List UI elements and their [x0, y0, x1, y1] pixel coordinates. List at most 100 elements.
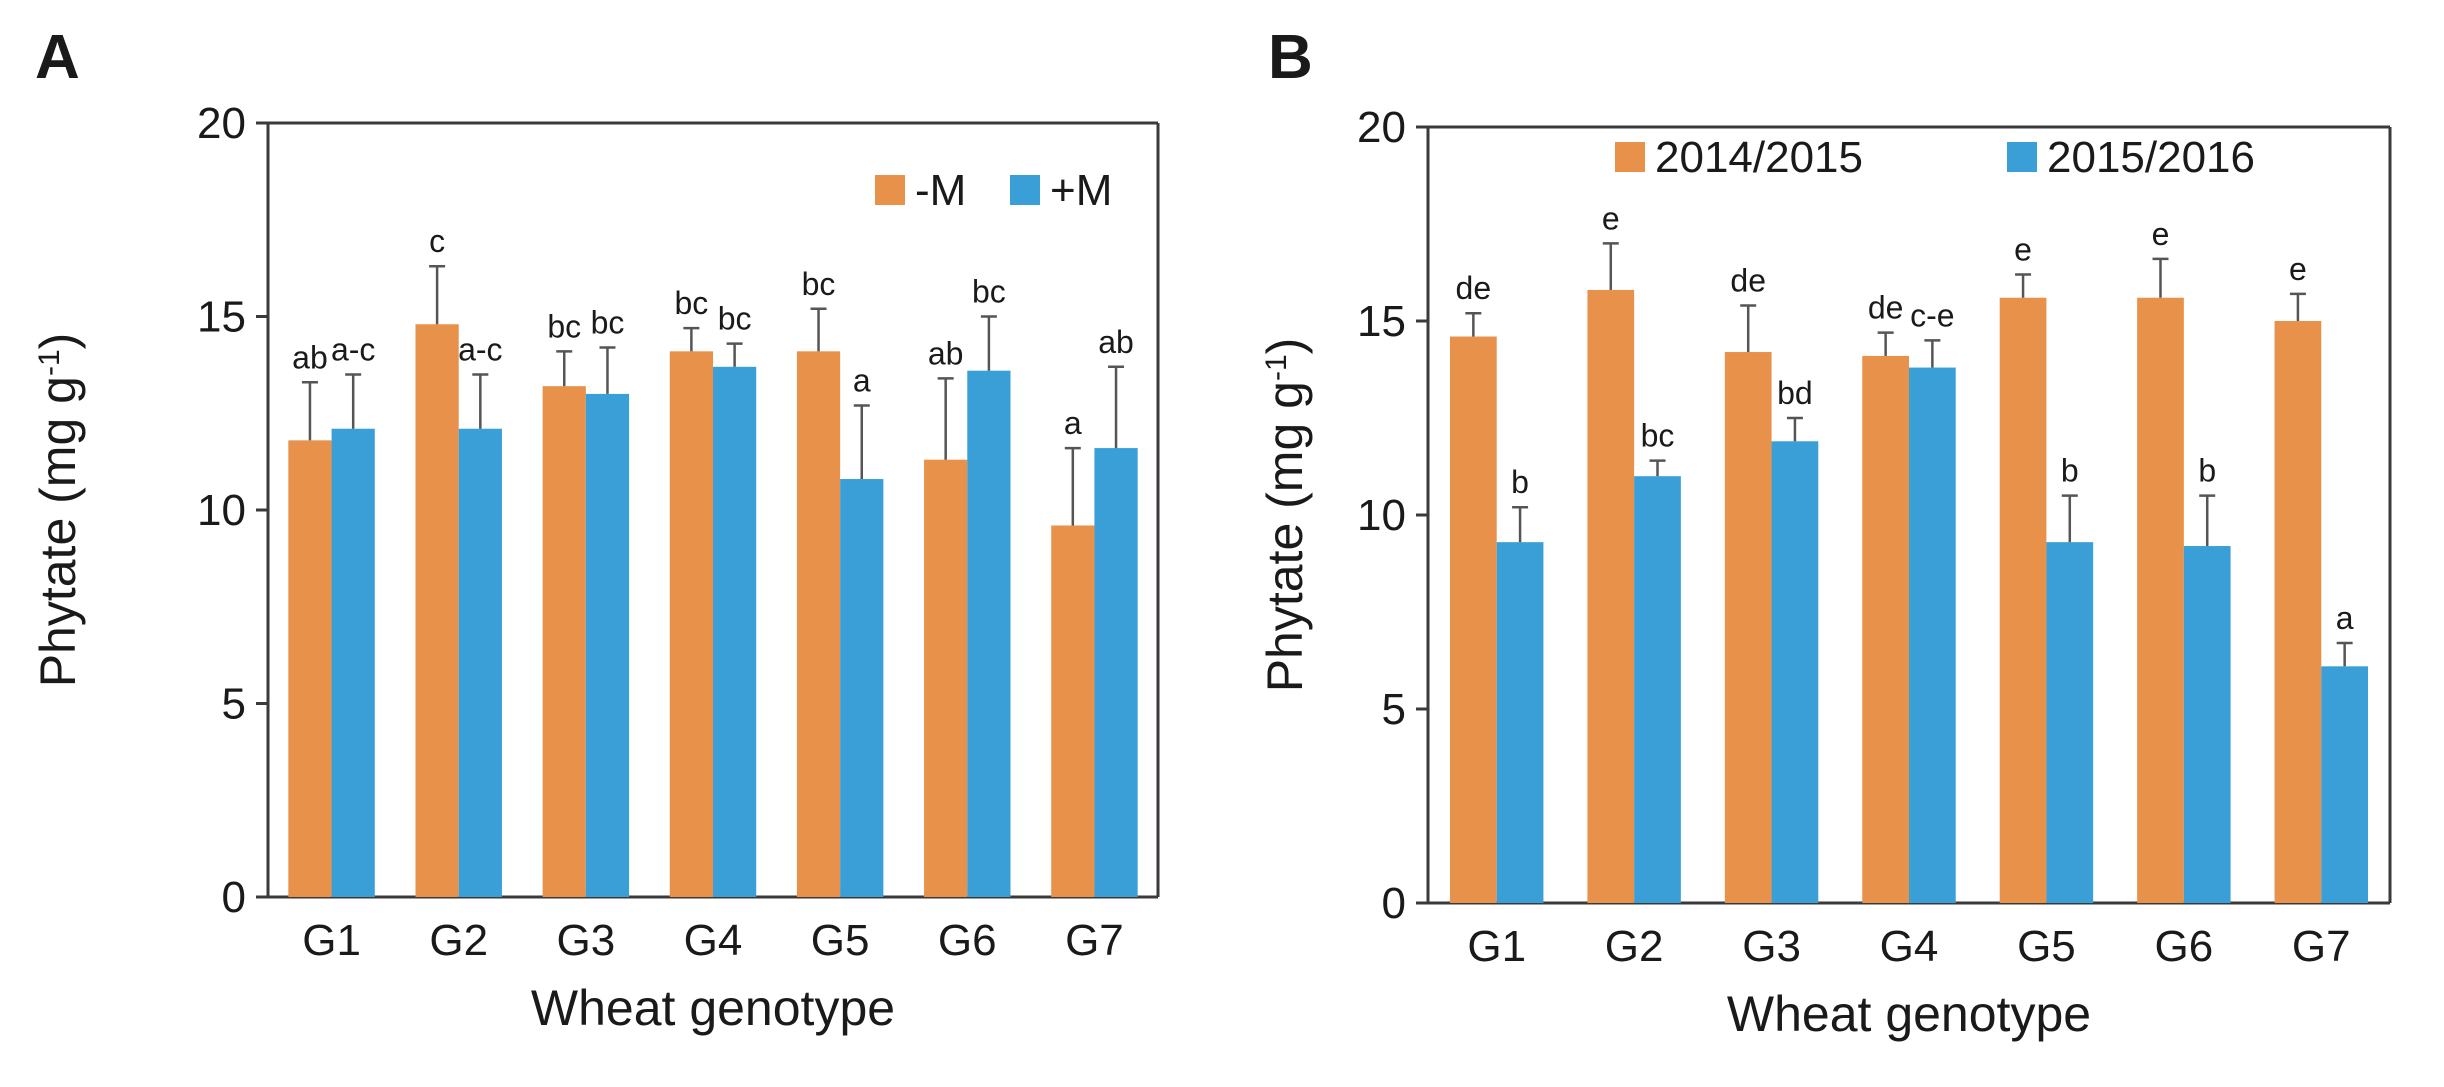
- bar-a-s1-g7: [1051, 525, 1095, 897]
- significance-label: a: [853, 363, 871, 399]
- significance-label: e: [1602, 200, 1620, 236]
- y-axis-title: Phytate (mg g-1): [1257, 338, 1313, 693]
- x-axis-title: Wheat genotype: [531, 980, 895, 1036]
- y-tick-label: 0: [1382, 879, 1406, 928]
- bar-a-s2-g3: [585, 393, 630, 897]
- significance-label: bc: [718, 301, 752, 337]
- y-axis-title-main: Phytate (mg g: [1257, 381, 1313, 692]
- bar-a-s1-g4: [669, 351, 713, 898]
- significance-label: ab: [292, 339, 328, 375]
- y-tick-label: 5: [1382, 685, 1406, 734]
- bar-b-s1-g4: [1862, 355, 1909, 903]
- significance-label: bc: [674, 285, 708, 321]
- bar-a-s2-g5: [840, 479, 884, 897]
- significance-label: e: [2152, 216, 2170, 252]
- x-tick-label: G4: [684, 916, 743, 965]
- bar-b-s1-g1: [1449, 336, 1497, 903]
- bar-b-s2-g6: [2183, 546, 2231, 903]
- legend-swatch: [2007, 142, 2037, 172]
- bar-a-s2-g6: [967, 370, 1011, 897]
- x-tick-label: G4: [1880, 922, 1939, 971]
- significance-label: de: [1868, 290, 1904, 326]
- y-axis-title-end: ): [30, 333, 86, 350]
- x-tick-label: G6: [938, 916, 997, 965]
- panel-label: B: [1268, 23, 1313, 92]
- y-tick-label: 20: [1357, 103, 1406, 152]
- significance-label: b: [1511, 464, 1529, 500]
- significance-label: c-e: [1910, 297, 1954, 333]
- x-tick-label: G3: [557, 916, 616, 965]
- bar-a-s1-g6: [924, 459, 968, 897]
- y-axis-title: Phytate (mg g-1): [30, 333, 86, 688]
- significance-label: a-c: [331, 332, 375, 368]
- significance-label: a-c: [458, 332, 502, 368]
- legend-label: 2014/2015: [1655, 133, 1863, 182]
- significance-label: c: [429, 223, 445, 259]
- significance-label: bc: [802, 266, 836, 302]
- bar-a-s1-g5: [796, 351, 841, 898]
- y-axis-title-superscript: -1: [33, 349, 66, 376]
- chart-panel-b: B 0 5 10 15 20 Phytate (mg g-1) G1 de b G2 e bc G3 de b…: [1257, 23, 2392, 1042]
- significance-label: bc: [591, 304, 625, 340]
- x-tick-label: G5: [811, 916, 870, 965]
- bar-b-s2-g3: [1771, 441, 1819, 903]
- significance-label: a: [2336, 600, 2354, 636]
- y-tick-label: 5: [222, 680, 246, 729]
- significance-label: ab: [1098, 324, 1134, 360]
- bar-a-s1-g1: [288, 440, 332, 897]
- significance-label: de: [1730, 262, 1766, 298]
- significance-label: e: [2289, 251, 2307, 287]
- legend-label: 2015/2016: [2047, 133, 2255, 182]
- y-tick-label: 10: [197, 486, 246, 535]
- x-tick-label: G2: [1605, 922, 1664, 971]
- y-tick-label: 20: [197, 99, 246, 148]
- significance-label: de: [1456, 270, 1492, 306]
- legend-label: +M: [1050, 166, 1112, 215]
- bar-a-s1-g2: [415, 324, 459, 897]
- bar-a-s1-g3: [542, 386, 586, 897]
- significance-label: bd: [1777, 375, 1813, 411]
- x-tick-label: G7: [2292, 922, 2351, 971]
- bar-b-s2-g5: [2046, 542, 2094, 903]
- legend-swatch: [1615, 142, 1645, 172]
- y-tick-label: 15: [197, 293, 246, 342]
- x-tick-label: G5: [2017, 922, 2076, 971]
- bar-a-s2-g4: [713, 366, 757, 897]
- x-tick-label: G7: [1065, 916, 1124, 965]
- bar-a-s2-g7: [1094, 448, 1138, 897]
- significance-label: a: [1064, 405, 1082, 441]
- y-axis-title-end: ): [1257, 338, 1313, 355]
- y-tick-label: 15: [1357, 297, 1406, 346]
- x-tick-label: G1: [1467, 922, 1526, 971]
- bar-b-s2-g2: [1634, 476, 1681, 903]
- bar-b-s2-g1: [1496, 542, 1544, 903]
- y-axis-title-main: Phytate (mg g: [30, 376, 86, 687]
- bar-b-s2-g7: [2321, 666, 2369, 903]
- bar-b-s1-g2: [1587, 289, 1635, 904]
- x-axis-title: Wheat genotype: [1727, 986, 2091, 1042]
- bar-b-s1-g6: [2137, 297, 2184, 904]
- bar-a-s2-g1: [331, 428, 375, 897]
- y-tick-label: 10: [1357, 491, 1406, 540]
- x-tick-label: G2: [429, 916, 488, 965]
- significance-label: bc: [547, 308, 581, 344]
- x-tick-label: G3: [1742, 922, 1801, 971]
- bar-b-s2-g4: [1909, 367, 1956, 903]
- panel-label: A: [35, 23, 80, 92]
- legend-swatch: [1010, 175, 1040, 205]
- significance-label: ab: [928, 335, 964, 371]
- significance-label: b: [2198, 453, 2216, 489]
- legend-label: -M: [915, 166, 966, 215]
- x-tick-label: G1: [302, 916, 361, 965]
- bar-a-s2-g2: [458, 428, 502, 897]
- y-axis-title-superscript: -1: [1260, 354, 1293, 381]
- significance-label: bc: [1641, 418, 1675, 454]
- x-tick-label: G6: [2155, 922, 2214, 971]
- bar-b-s1-g3: [1724, 352, 1772, 903]
- significance-label: e: [2014, 231, 2032, 267]
- significance-label: bc: [972, 274, 1006, 310]
- bar-b-s1-g5: [1999, 297, 2047, 904]
